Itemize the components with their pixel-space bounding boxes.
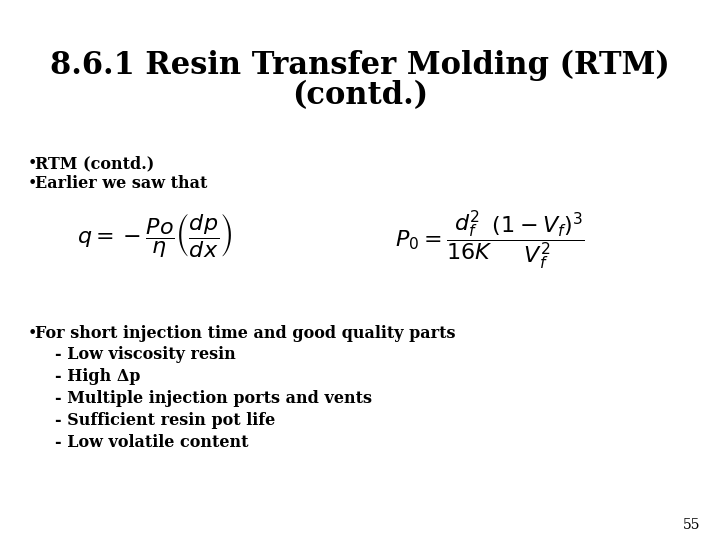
Text: For short injection time and good quality parts: For short injection time and good qualit… <box>35 325 456 342</box>
Text: - Low volatile content: - Low volatile content <box>55 434 248 451</box>
Text: - Multiple injection ports and vents: - Multiple injection ports and vents <box>55 390 372 407</box>
Text: - Low viscosity resin: - Low viscosity resin <box>55 346 235 363</box>
Text: Earlier we saw that: Earlier we saw that <box>35 175 207 192</box>
Text: $P_0 = \dfrac{d_f^2}{16K}\dfrac{\left(1-V_f\right)^3}{V_f^2}$: $P_0 = \dfrac{d_f^2}{16K}\dfrac{\left(1-… <box>395 208 585 272</box>
Text: •: • <box>28 325 37 342</box>
Text: 55: 55 <box>683 518 700 532</box>
Text: - High Δp: - High Δp <box>55 368 140 385</box>
Text: (contd.): (contd.) <box>292 80 428 111</box>
Text: - Sufficient resin pot life: - Sufficient resin pot life <box>55 412 275 429</box>
Text: •: • <box>28 155 37 172</box>
Text: •: • <box>28 175 37 192</box>
Text: $q = -\dfrac{Po}{\eta}\left(\dfrac{dp}{dx}\right)$: $q = -\dfrac{Po}{\eta}\left(\dfrac{dp}{d… <box>77 211 233 259</box>
Text: 8.6.1 Resin Transfer Molding (RTM): 8.6.1 Resin Transfer Molding (RTM) <box>50 50 670 81</box>
Text: RTM (contd.): RTM (contd.) <box>35 155 154 172</box>
